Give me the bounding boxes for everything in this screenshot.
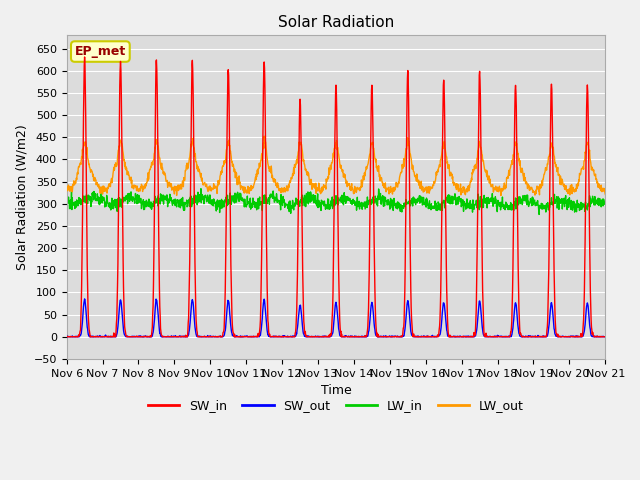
Line: SW_in: SW_in <box>67 57 605 337</box>
Title: Solar Radiation: Solar Radiation <box>278 15 394 30</box>
LW_in <box>419 201 427 207</box>
Line: LW_in: LW_in <box>67 189 605 215</box>
LW_in <box>275 198 282 204</box>
SW_out <box>182 334 190 340</box>
SW_out <box>287 334 295 339</box>
LW_in <box>197 186 205 192</box>
LW_out <box>63 189 70 194</box>
LW_out <box>260 133 268 139</box>
LW_in <box>508 205 515 211</box>
SW_in <box>288 334 296 340</box>
Legend: SW_in, SW_out, LW_in, LW_out: SW_in, SW_out, LW_in, LW_out <box>143 395 529 418</box>
LW_out <box>602 192 609 197</box>
SW_out <box>602 334 609 340</box>
Y-axis label: Solar Radiation (W/m2): Solar Radiation (W/m2) <box>15 124 28 270</box>
LW_in <box>182 201 189 206</box>
SW_in <box>63 334 71 340</box>
LW_out <box>287 175 295 181</box>
SW_in <box>419 334 427 340</box>
Line: SW_out: SW_out <box>67 299 605 337</box>
Line: LW_out: LW_out <box>67 136 605 195</box>
SW_in <box>602 334 609 340</box>
LW_out <box>508 161 516 167</box>
SW_in <box>182 334 190 340</box>
LW_out <box>554 172 562 178</box>
SW_in <box>508 318 516 324</box>
Text: EP_met: EP_met <box>75 45 126 58</box>
SW_in <box>554 334 562 340</box>
SW_out <box>81 296 88 302</box>
SW_in <box>63 334 70 339</box>
LW_out <box>275 183 282 189</box>
LW_in <box>554 194 562 200</box>
SW_in <box>81 54 88 60</box>
LW_out <box>182 168 189 173</box>
SW_out <box>63 334 70 340</box>
LW_in <box>287 203 295 208</box>
SW_out <box>419 334 427 339</box>
LW_in <box>63 199 70 205</box>
LW_in <box>602 197 609 203</box>
SW_out <box>275 334 282 339</box>
SW_in <box>275 334 283 340</box>
LW_in <box>535 212 543 217</box>
SW_out <box>554 333 562 339</box>
X-axis label: Time: Time <box>321 384 351 397</box>
SW_out <box>508 333 515 338</box>
LW_out <box>497 192 505 198</box>
LW_out <box>419 184 427 190</box>
